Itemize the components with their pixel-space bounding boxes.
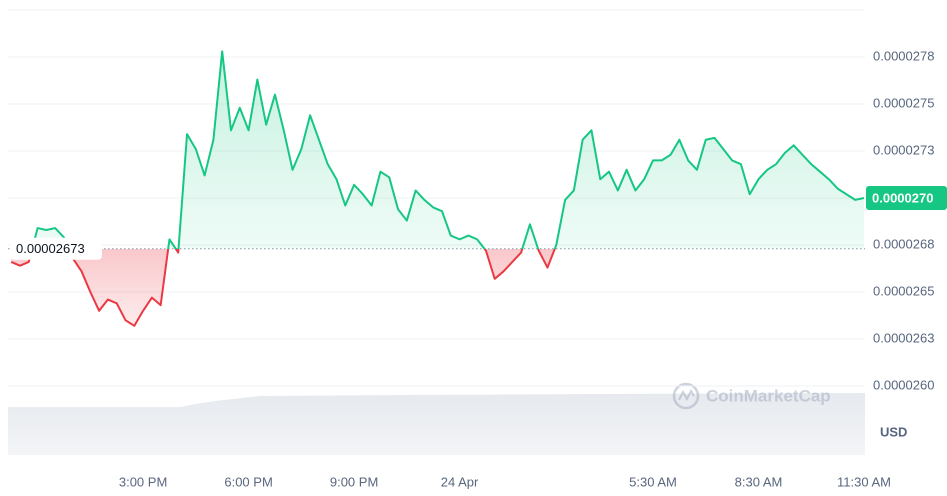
y-tick-label: 0.0000268 [873, 236, 934, 251]
y-tick-label: 0.0000260 [873, 377, 934, 392]
y-tick-label: 0.0000278 [873, 48, 934, 63]
baseline-label-box [10, 237, 102, 260]
y-tick-label: 0.0000275 [873, 95, 934, 110]
watermark-text: CoinMarketCap [706, 386, 831, 405]
last-value-label: 0.0000270 [872, 190, 933, 205]
x-tick-label: 9:00 PM [330, 474, 378, 489]
y-tick-label: 0.0000273 [873, 142, 934, 157]
x-tick-label: 11:30 AM [837, 474, 891, 489]
x-tick-label: 6:00 PM [224, 474, 272, 489]
watermark-logo-mark [678, 388, 695, 402]
y-tick-label: 0.0000263 [873, 330, 934, 345]
x-tick-label: 3:00 PM [119, 474, 167, 489]
x-tick-label: 8:30 AM [735, 474, 783, 489]
x-tick-label: 5:30 AM [629, 474, 677, 489]
watermark-logo [672, 382, 700, 410]
last-value-box [866, 186, 947, 210]
x-tick-label: 24 Apr [441, 474, 479, 489]
area [11, 51, 864, 326]
watermark: CoinMarketCap [672, 382, 831, 410]
currency-label: USD [880, 424, 907, 439]
y-tick-label: 0.0000265 [873, 283, 934, 298]
volume-area [8, 393, 865, 455]
baseline-label: 0.00002673 [16, 241, 85, 256]
price-line [10, 50, 865, 327]
